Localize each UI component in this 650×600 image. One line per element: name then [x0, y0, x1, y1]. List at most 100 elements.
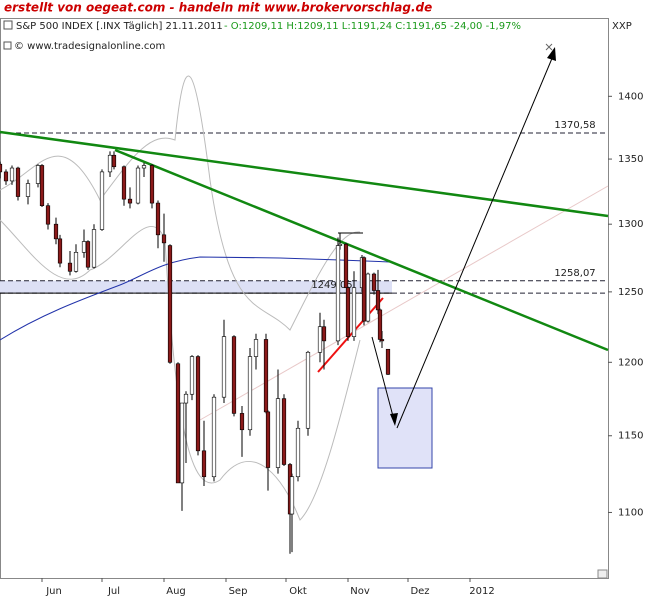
- candle-body: [25, 183, 31, 197]
- candle-body: [365, 273, 371, 322]
- quote: - O:1209,11 H:1209,11 L:1191,24 C:1191,6…: [224, 21, 521, 32]
- candle-body: [167, 245, 173, 363]
- candle-body: [107, 154, 113, 173]
- candle-body: [195, 356, 201, 452]
- candle-body: [9, 167, 15, 182]
- arrow-head: [390, 413, 398, 426]
- candle-body: [3, 171, 9, 182]
- band-lower: [0, 219, 361, 521]
- drawings: [0, 47, 609, 579]
- candle-body: [15, 167, 21, 197]
- support-line: [317, 297, 384, 373]
- x-tick-label: Okt: [289, 586, 307, 597]
- candle-body: [231, 336, 237, 414]
- candle-body: [53, 223, 59, 240]
- candle-body: [35, 165, 41, 184]
- candle-body: [155, 202, 161, 236]
- trend-line: [0, 130, 609, 218]
- candle-body: [361, 257, 367, 322]
- candle-body: [201, 450, 207, 478]
- arrow: [371, 336, 395, 421]
- level-label: 1249,05: [311, 280, 352, 291]
- candle-body: [345, 287, 351, 337]
- candle-body: [343, 243, 349, 289]
- candle-body: [317, 326, 323, 353]
- candle-body: [375, 290, 381, 311]
- axis-code: XXP: [612, 21, 632, 32]
- x-tick-label: Jun: [45, 586, 62, 597]
- candle-body: [321, 326, 327, 342]
- candle-body: [305, 351, 311, 429]
- source: © www.tradesignalonline.com: [14, 41, 165, 52]
- faint-line: [199, 185, 609, 421]
- candle-body: [179, 402, 185, 484]
- candle-body: [189, 356, 195, 395]
- candle-body: [175, 363, 181, 484]
- candle-body: [281, 398, 287, 465]
- candle-body: [91, 229, 97, 268]
- candle-body: [99, 171, 105, 230]
- candle-body: [111, 154, 117, 168]
- candle-body: [337, 243, 343, 246]
- candle-body: [121, 166, 127, 200]
- candle-body: [39, 165, 45, 207]
- band-upper: [0, 75, 361, 331]
- symbol: S&P 500 INDEX [.INX Täglich] 21.11.2011: [16, 21, 223, 32]
- candle-body: [57, 238, 63, 264]
- arrow: [396, 55, 554, 429]
- candle-body: [239, 413, 245, 431]
- target-box: [377, 387, 433, 469]
- candle-body: [253, 339, 259, 357]
- close-icon: [545, 43, 553, 51]
- candle-body: [379, 339, 385, 342]
- candle-body: [371, 273, 377, 291]
- candle-body: [67, 262, 73, 272]
- candle-body: [221, 336, 227, 398]
- candle-body: [85, 241, 91, 268]
- candle-body: [377, 309, 383, 340]
- candle-body: [0, 163, 3, 173]
- symbol-icon: [3, 20, 13, 30]
- candle-body: [275, 398, 281, 468]
- candle-body: [161, 234, 167, 244]
- candle-body: [289, 476, 295, 515]
- candle-body: [263, 339, 269, 413]
- x-tick-label: Aug: [166, 586, 186, 597]
- candle-body: [335, 245, 341, 342]
- candle-body: [351, 287, 357, 337]
- scroll-icon: [597, 569, 608, 579]
- y-tick-label: 1400: [618, 91, 643, 102]
- candle-body: [247, 356, 253, 431]
- arrow-head: [547, 47, 556, 61]
- x-tick-label: 2012: [469, 586, 494, 597]
- level-label: 1258,07: [554, 268, 595, 279]
- x-tick-label: Dez: [410, 586, 429, 597]
- plot-frame: [0, 18, 609, 579]
- credit: erstellt von oegeat.com - handeln mit ww…: [4, 1, 432, 15]
- candle-body: [45, 205, 51, 225]
- level-label: 1370,58: [554, 120, 595, 131]
- candle-body: [73, 251, 79, 272]
- candle-body: [295, 427, 301, 478]
- y-tick-label: 1250: [618, 287, 643, 298]
- candle-body: [135, 167, 141, 204]
- y-tick-label: 1350: [618, 154, 643, 165]
- x-tick-label: Jul: [107, 586, 120, 597]
- candle-body: [183, 393, 189, 404]
- candle-body: [149, 165, 155, 204]
- moving-average: [0, 256, 391, 341]
- x-tick-label: Sep: [229, 586, 248, 597]
- level-band: [0, 280, 392, 294]
- y-tick-label: 1150: [618, 431, 643, 442]
- candle-body: [141, 165, 147, 169]
- source-icon: [3, 41, 12, 50]
- y-tick-label: 1100: [618, 507, 643, 518]
- candle-body: [81, 241, 87, 253]
- trend-line: [114, 148, 609, 352]
- candle-body: [127, 198, 133, 204]
- y-tick-label: 1200: [618, 357, 643, 368]
- x-tick-label: Nov: [350, 586, 370, 597]
